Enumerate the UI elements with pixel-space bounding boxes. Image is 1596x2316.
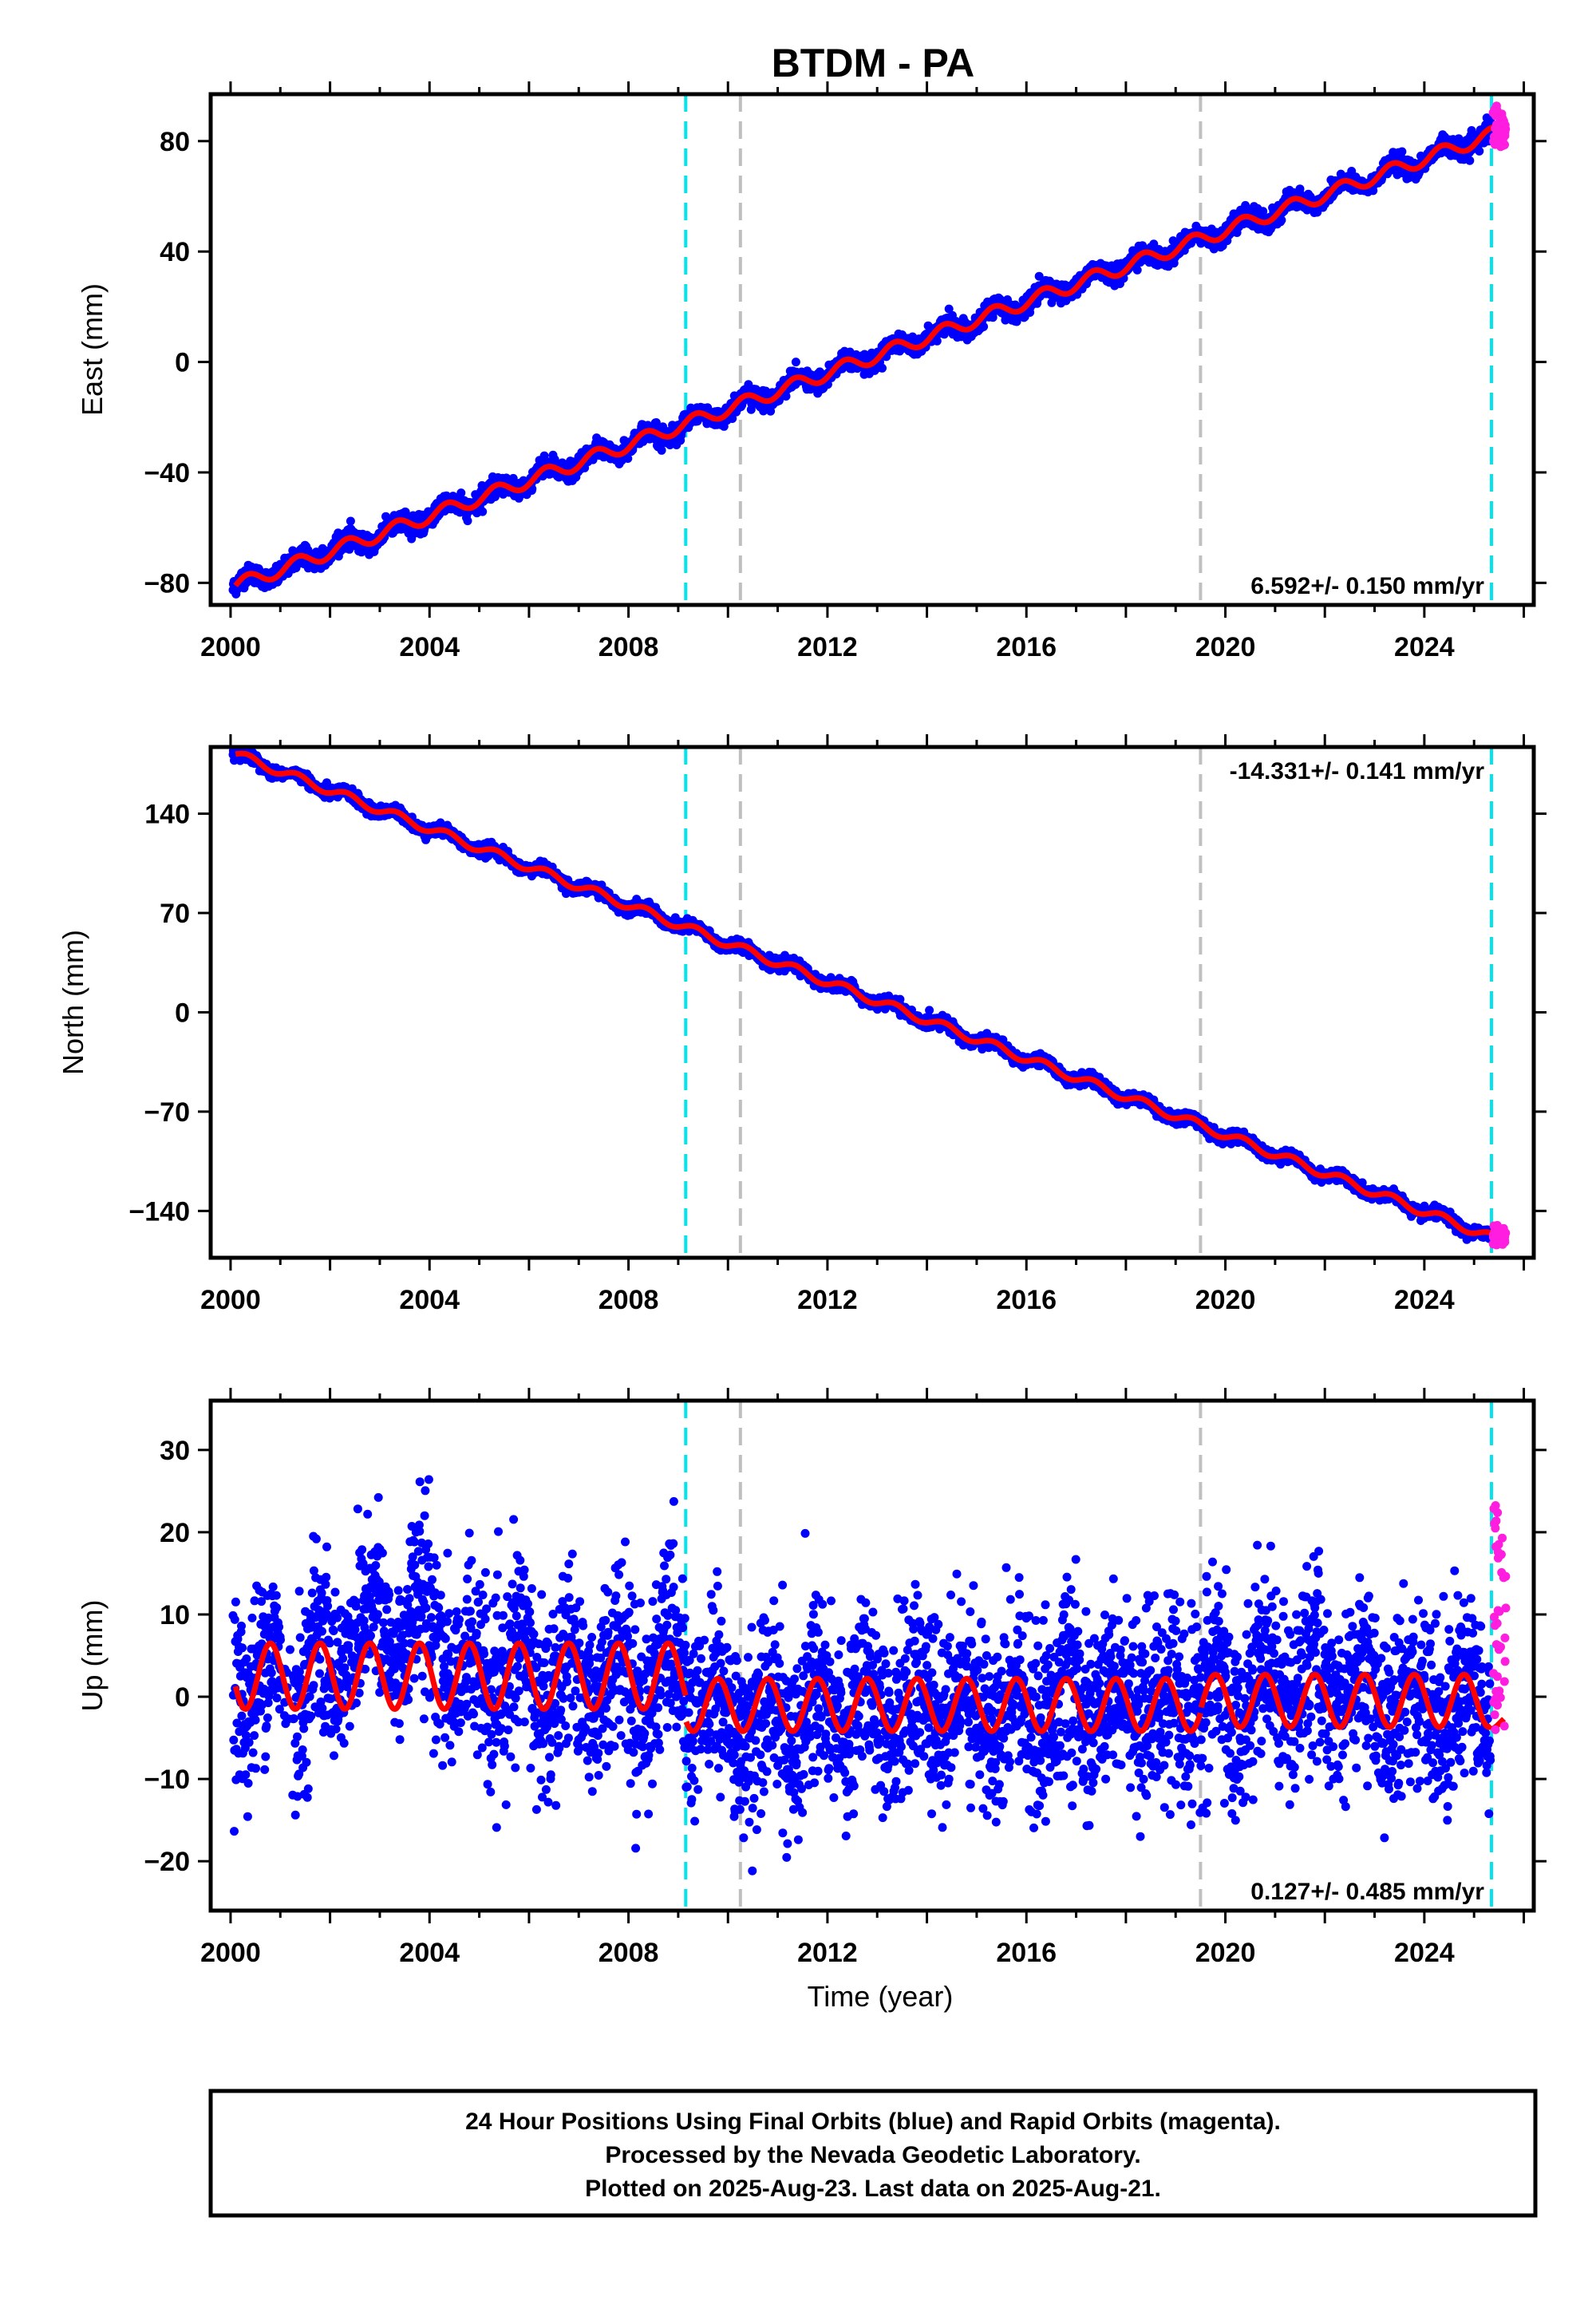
- east-rapid-point: [1499, 119, 1509, 128]
- east-point: [878, 363, 887, 373]
- east-point: [781, 392, 791, 401]
- east-point: [478, 507, 488, 516]
- east-point: [944, 304, 954, 314]
- east-y-tick-label: 0: [175, 348, 190, 378]
- panel-north: 2000 2004 2008 2012 2016 2020 2024−140−7007014…: [57, 734, 1547, 1315]
- east-point: [463, 516, 472, 526]
- east-rate-label: 6.592+/- 0.150 mm/yr: [1250, 573, 1484, 599]
- east-y-tick-label: 80: [160, 127, 190, 157]
- east-point: [456, 488, 466, 498]
- east-point: [623, 454, 633, 463]
- east-x-tick-label: 2016: [996, 632, 1057, 662]
- east-point: [1475, 146, 1484, 156]
- east-rapid-orbit-points: [1488, 101, 1511, 152]
- east-point: [979, 322, 989, 331]
- east-x-tick-label: 2024: [1394, 632, 1455, 662]
- east-point: [1465, 156, 1475, 165]
- east-x-tick-label: 2004: [399, 632, 460, 662]
- east-point: [1277, 215, 1286, 225]
- east-point: [346, 516, 355, 526]
- east-point: [932, 336, 942, 346]
- east-point: [1034, 271, 1044, 281]
- east-y-tick-label: 40: [160, 237, 190, 267]
- east-x-tick-label: 2000: [200, 632, 261, 662]
- east-plot-area: [228, 94, 1511, 605]
- east-point: [791, 358, 800, 367]
- east-x-tick-label: 2020: [1195, 632, 1256, 662]
- east-rapid-point: [1498, 141, 1507, 150]
- east-y-tick-label: −40: [144, 458, 190, 488]
- east-point: [1397, 147, 1407, 156]
- east-x-tick-label: 2012: [797, 632, 858, 662]
- east-y-axis-label: East (mm): [76, 283, 109, 416]
- panel-east: 2000 2004 2008 2012 2016 2020 2024 −80 −40 0 40 80 E…: [76, 81, 1547, 662]
- east-point: [539, 451, 549, 460]
- east-rapid-point: [1488, 108, 1498, 117]
- east-y-tick-label: −80: [144, 568, 190, 599]
- north-plot-area: [228, 747, 1511, 1258]
- east-point: [657, 445, 666, 455]
- east-point: [1132, 265, 1142, 275]
- east-x-tick-label: 2008: [598, 632, 659, 662]
- chart-title: BTDM - PA: [772, 41, 975, 85]
- east-point: [988, 313, 998, 322]
